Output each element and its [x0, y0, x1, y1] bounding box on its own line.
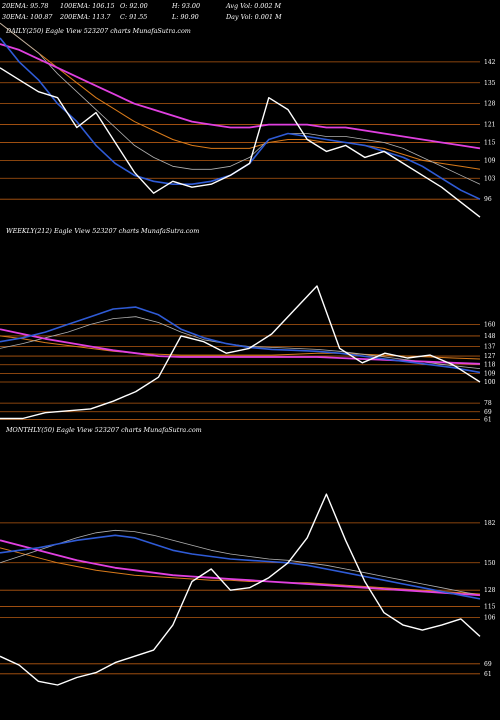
daily-ema-orange-line: [0, 22, 481, 170]
daily-tick-label: 96: [484, 196, 492, 203]
daily-tick-label: 128: [484, 101, 496, 108]
monthly-ema-blue-line: [0, 534, 481, 600]
daily-tick-label: 109: [484, 157, 496, 164]
weekly-tick-label: 148: [484, 333, 496, 340]
daily-tick-label: 115: [484, 139, 496, 146]
daily-tick-label: 142: [484, 59, 496, 66]
monthly-panel-title: MONTHLY(50) Eagle View 523207 charts Mun…: [5, 426, 202, 434]
daily-panel-title: DAILY(250) Eagle View 523207 charts Muna…: [5, 27, 191, 35]
weekly-ema-blue-line: [0, 306, 481, 374]
close-stat: C: 91.55: [120, 13, 147, 21]
monthly-tick-label: 182: [484, 520, 496, 527]
monthly-plot: 182 150 128 115 106 69 61: [0, 493, 496, 686]
low-stat: L: 90.90: [171, 13, 199, 21]
weekly-tick-label: 100: [484, 379, 496, 386]
open-stat: O: 92.00: [120, 2, 148, 10]
high-stat: H: 93.00: [171, 2, 200, 10]
weekly-price-line: [0, 285, 481, 420]
weekly-tick-label: 109: [484, 370, 496, 377]
header-stats: 20EMA: 95.78 100EMA: 106.15 O: 92.00 H: …: [1, 2, 282, 21]
weekly-tick-label: 137: [484, 343, 496, 350]
weekly-tick-label: 118: [484, 362, 496, 369]
avg-vol-stat: Avg Vol: 0.002 M: [225, 2, 282, 10]
daily-ema-magenta-line: [0, 43, 481, 150]
daily-panel: DAILY(250) Eagle View 523207 charts Muna…: [0, 22, 496, 218]
daily-tick-label: 121: [484, 122, 495, 129]
daily-ema-grey-line: [0, 22, 481, 185]
monthly-tick-label: 106: [484, 615, 496, 622]
monthly-price-line: [0, 493, 481, 686]
weekly-tick-label: 78: [484, 400, 492, 407]
monthly-tick-label: 61: [484, 671, 492, 678]
weekly-tick-label: 127: [484, 353, 496, 360]
daily-tick-label: 103: [484, 175, 496, 182]
weekly-panel: WEEKLY(212) Eagle View 523207 charts Mun…: [0, 227, 496, 423]
weekly-tick-label: 61: [484, 416, 492, 423]
daily-price-line: [0, 67, 481, 218]
monthly-tick-label: 115: [484, 603, 496, 610]
weekly-tick-label: 160: [484, 321, 496, 328]
monthly-ema-magenta-line: [0, 539, 481, 597]
ema20-stat: 20EMA: 95.78: [1, 2, 48, 10]
monthly-ema-grey-line: [0, 529, 481, 596]
monthly-tick-label: 69: [484, 661, 492, 668]
daily-tick-label: 135: [484, 80, 496, 87]
monthly-panel: MONTHLY(50) Eagle View 523207 charts Mun…: [0, 426, 496, 686]
ema30-stat: 30EMA: 100.87: [2, 13, 53, 21]
monthly-tick-label: 128: [484, 587, 496, 594]
monthly-ema-orange-line: [0, 547, 481, 595]
ema100-stat: 100EMA: 106.15: [60, 2, 115, 10]
day-vol-stat: Day Vol: 0.001 M: [225, 13, 282, 21]
daily-plot: 142 135 128 121 115 109 103 96: [0, 22, 496, 218]
weekly-panel-title: WEEKLY(212) Eagle View 523207 charts Mun…: [6, 227, 199, 235]
weekly-tick-label: 69: [484, 409, 492, 416]
ema200-stat: 200EMA: 113.7: [59, 13, 111, 21]
monthly-tick-label: 150: [484, 560, 496, 567]
